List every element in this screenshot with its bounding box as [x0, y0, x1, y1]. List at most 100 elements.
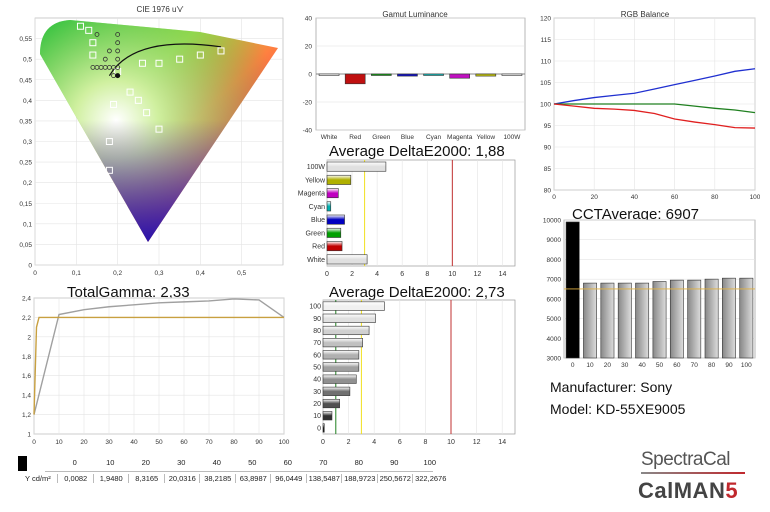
cie-y-tick-label: 0,3 — [23, 139, 32, 146]
rgb-y-tick-label: 120 — [540, 16, 551, 23]
gamut-x-tick-label: Blue — [401, 134, 414, 141]
dec-x-tick-label: 14 — [499, 271, 507, 278]
cie-target-point — [155, 125, 163, 133]
cie-target-point — [138, 59, 146, 67]
deg-bar — [322, 362, 360, 372]
cct-y-tick-label: 6000 — [547, 296, 562, 303]
dec-bar — [326, 241, 343, 252]
cie-target-point — [176, 55, 184, 63]
cie-measured-point — [111, 65, 116, 70]
dec-bar — [326, 174, 352, 185]
cct-x-tick-label: 0 — [571, 362, 575, 369]
table-header-cell: 70 — [319, 458, 328, 467]
cie-target-point — [89, 51, 97, 59]
gamma-title: TotalGamma: 2,33 — [67, 284, 190, 301]
deg-x-tick-label: 8 — [423, 439, 427, 446]
cie-x-tick-label: 0,1 — [72, 270, 81, 277]
cie-target-point — [134, 96, 142, 104]
model-label: Model: KD-55XE9005 — [550, 401, 686, 417]
cie-measured-point — [115, 40, 121, 46]
gamma-x-tick-label: 80 — [230, 439, 238, 446]
gamut-bar — [423, 73, 444, 76]
calman-logo: CalMAN5 — [638, 478, 738, 504]
spectracal-logo: SpectraCal — [641, 449, 731, 470]
cct-title: CCTAverage: 6907 — [572, 206, 700, 223]
cie-target-point — [76, 22, 84, 30]
de-colors-title: Average DeltaE2000: 1,88 — [329, 143, 505, 160]
gamma-y-tick-label: 2 — [27, 334, 31, 341]
table-value-cell: 63,8987 — [234, 474, 272, 483]
table-value-cell: 250,5672 — [376, 474, 414, 483]
cie-measured-point — [107, 48, 112, 54]
cie-target-point — [105, 166, 113, 174]
cct-bar — [617, 282, 632, 359]
deg-y-tick-label: 100 — [309, 304, 321, 311]
gamma-target-line — [33, 316, 284, 415]
cie-x-tick-label: 0,2 — [113, 270, 122, 277]
dec-x-tick-label: 4 — [375, 271, 379, 278]
cct-x-tick-label: 60 — [673, 362, 681, 369]
deg-bar — [322, 386, 351, 396]
table-value-cell: 188,9723 — [341, 474, 378, 483]
gamma-x-tick-label: 100 — [279, 439, 290, 446]
gamma-y-tick-label: 2,4 — [22, 296, 31, 303]
rgb-x-tick-label: 20 — [591, 194, 599, 201]
deg-bar — [322, 423, 325, 433]
cct-bar — [565, 221, 580, 359]
table-header-cell: 60 — [283, 458, 292, 467]
cie-y-tick-label: 0,5 — [23, 57, 32, 64]
gamut-bar — [397, 73, 418, 77]
deg-x-tick-label: 2 — [347, 439, 351, 446]
cct-bar — [739, 277, 754, 359]
table-value-cell: 0,0082 — [57, 474, 94, 483]
dec-bar — [326, 188, 339, 199]
gamma-measured-line — [33, 298, 285, 415]
deg-x-tick-label: 4 — [372, 439, 376, 446]
cie-target-point — [143, 109, 151, 117]
table-value-cell: 20,0316 — [163, 474, 201, 483]
cie-y-tick-label: 0 — [28, 263, 32, 270]
cct-x-tick-label: 90 — [725, 362, 733, 369]
deg-y-tick-label: 50 — [313, 365, 321, 372]
table-row-label: Y cd/m² — [25, 474, 51, 483]
calman-version: 5 — [725, 478, 739, 503]
rgb-y-tick-label: 95 — [544, 123, 552, 130]
cct-bar — [704, 278, 719, 359]
cie-y-tick-label: 0,4 — [23, 98, 32, 105]
gamut-x-tick-label: Yellow — [477, 134, 496, 141]
table-header-cell: 20 — [141, 458, 150, 467]
gamut-y-tick-label: 0 — [308, 72, 312, 79]
cie-y-tick-label: 0,2 — [23, 180, 32, 187]
deg-bar — [322, 325, 370, 336]
cct-y-tick-label: 7000 — [547, 277, 562, 284]
dec-y-tick-label: Green — [306, 230, 326, 237]
deg-y-tick-label: 10 — [313, 413, 321, 420]
gamma-y-tick-label: 1,8 — [22, 354, 31, 361]
dec-x-tick-label: 2 — [350, 271, 354, 278]
cie-measured-point — [102, 56, 108, 62]
rgb-x-tick-label: 40 — [631, 194, 639, 201]
rgb-title: RGB Balance — [620, 10, 670, 19]
table-value-cell: 8,3165 — [128, 474, 165, 483]
deg-y-tick-label: 20 — [313, 401, 321, 408]
table-header-cell: 50 — [248, 458, 257, 467]
deg-y-tick-label: 30 — [313, 389, 321, 396]
gamma-x-tick-label: 70 — [205, 439, 213, 446]
dec-y-tick-label: Yellow — [305, 177, 326, 184]
cct-y-tick-label: 8000 — [547, 257, 562, 264]
cie-measured-point — [115, 32, 121, 37]
gamma-y-tick-label: 1 — [27, 432, 31, 439]
gamut-x-tick-label: Red — [349, 134, 361, 141]
gamut-x-tick-label: 100W — [503, 134, 521, 141]
calman-text: CalMAN — [638, 478, 726, 503]
dec-bar — [326, 214, 345, 225]
deg-y-tick-label: 60 — [313, 352, 321, 359]
cct-bar — [583, 282, 597, 359]
gamut-bar — [449, 73, 470, 79]
rgb-y-tick-label: 105 — [540, 80, 551, 87]
cct-bar — [669, 279, 684, 359]
cct-x-tick-label: 20 — [604, 362, 612, 369]
cie-target-point — [105, 138, 113, 145]
cct-y-tick-label: 5000 — [547, 316, 562, 323]
cie-y-tick-label: 0,45 — [19, 77, 32, 84]
